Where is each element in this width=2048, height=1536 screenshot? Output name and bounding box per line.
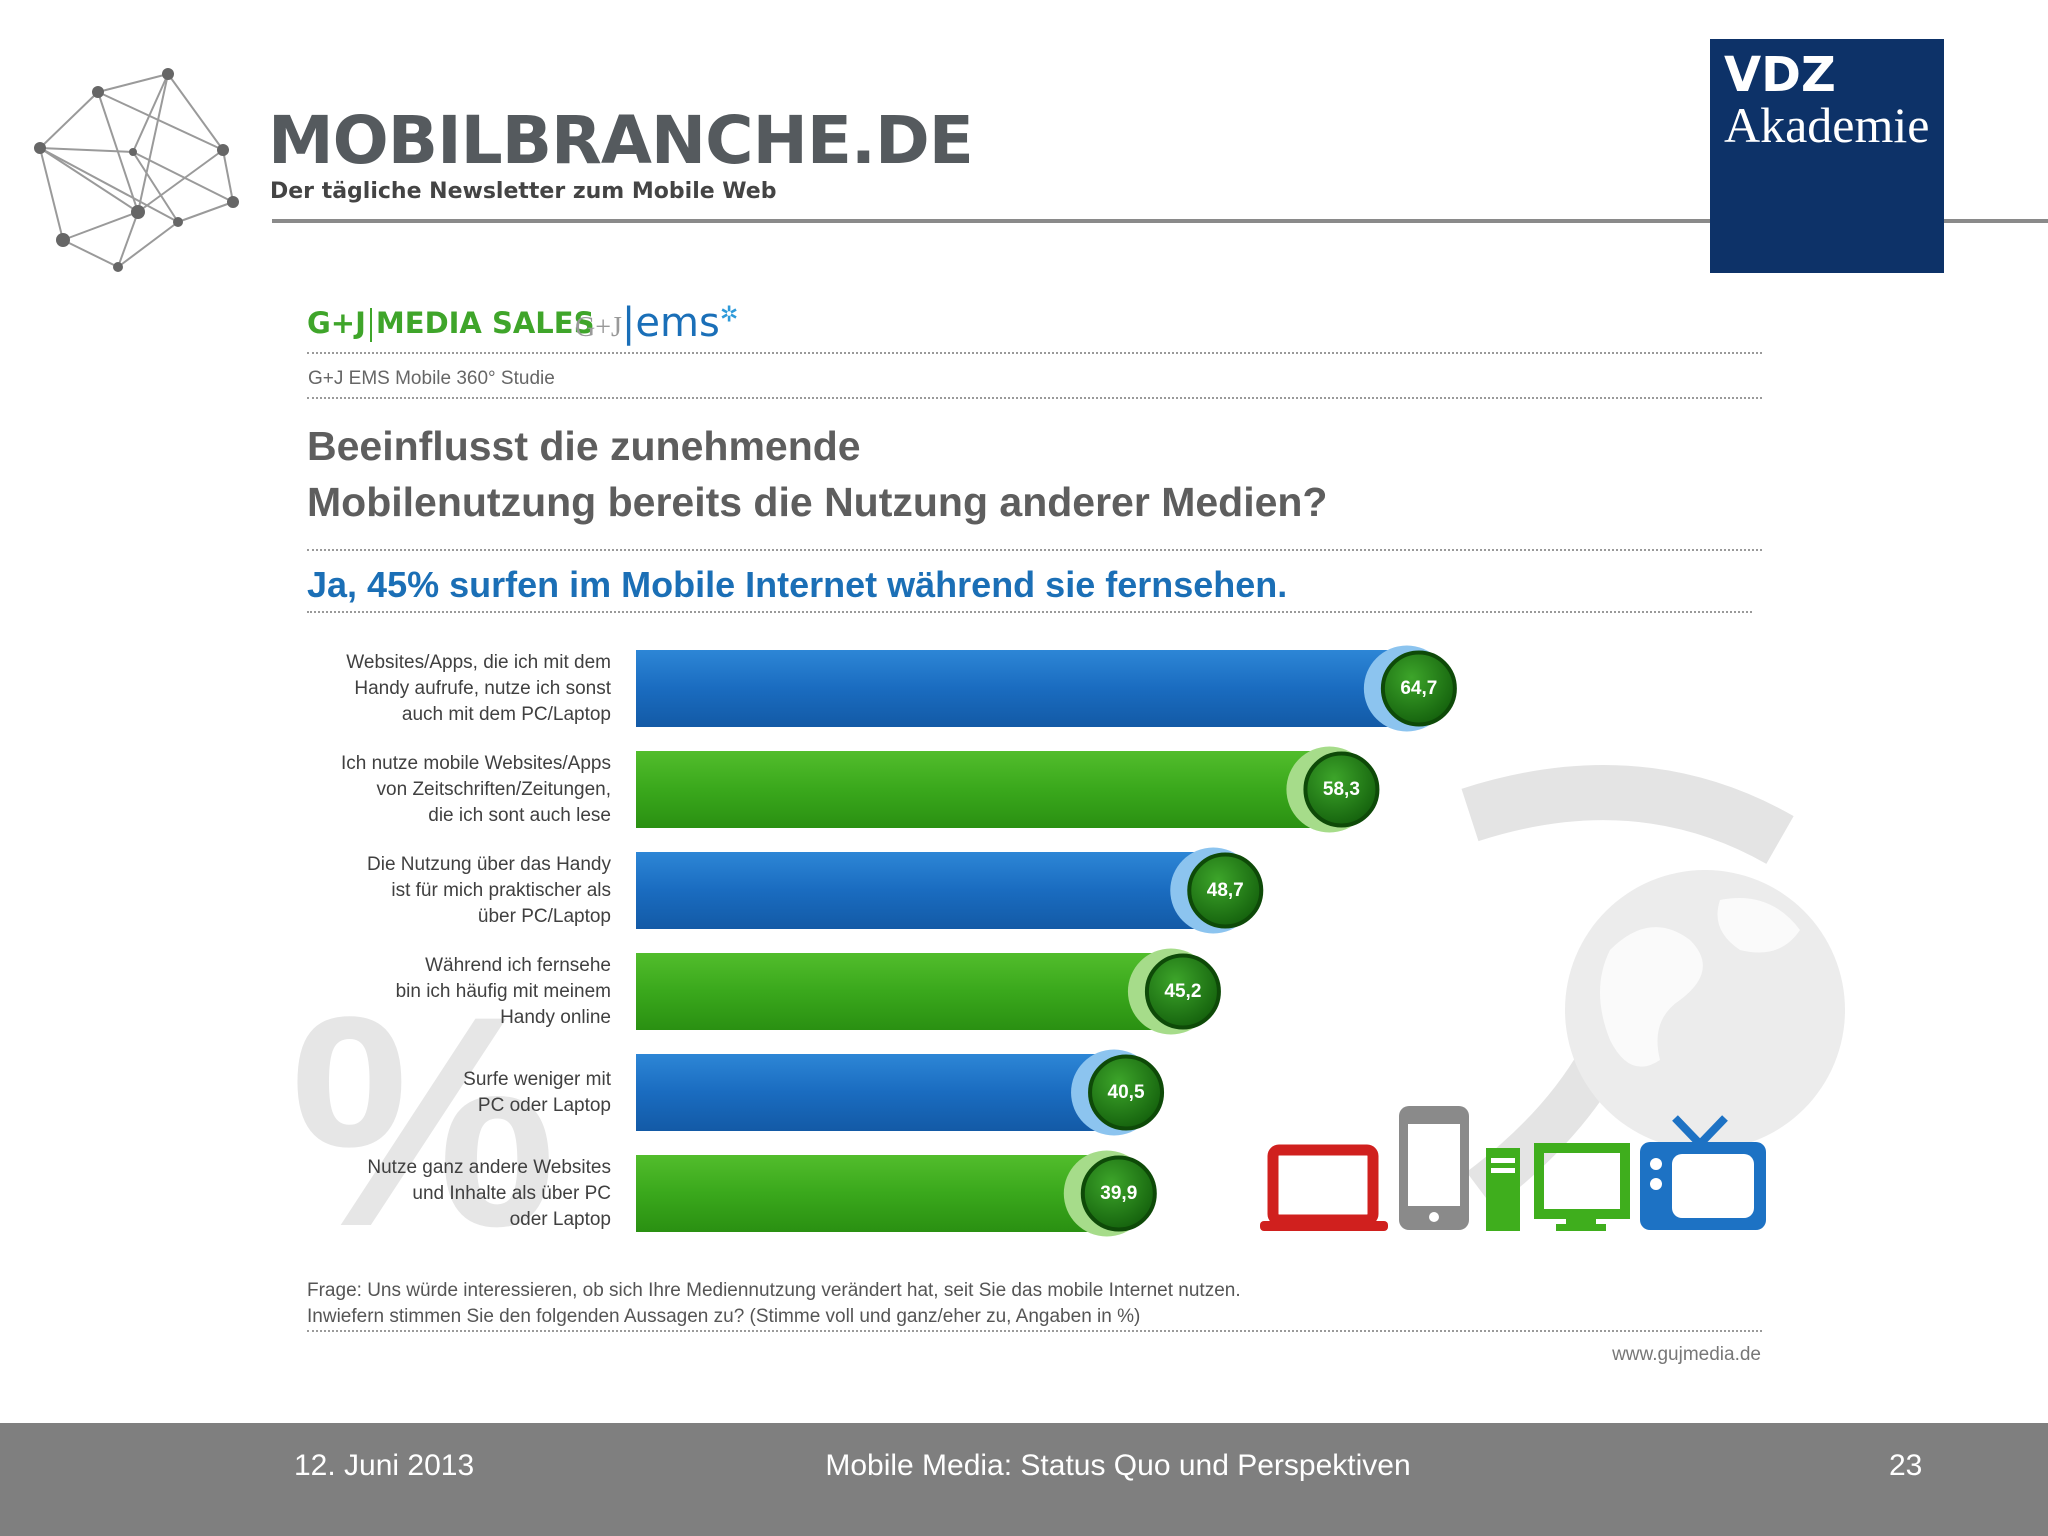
category-label-line: Websites/Apps, die ich mit dem <box>346 651 611 673</box>
category-label-line: bin ich häufig mit meinem <box>395 980 611 1002</box>
value-badge <box>1303 751 1380 828</box>
publisher-logo-text: MEDIA SALES <box>375 306 595 340</box>
chart-title: Beeinflusst die zunehmende Mobilenutzung… <box>307 418 1327 530</box>
chart-title-line: Beeinflusst die zunehmende <box>307 423 861 469</box>
data-label: 64,7 <box>1400 677 1438 699</box>
data-label: 45,2 <box>1164 980 1202 1002</box>
desktop-pc-icon <box>1486 1143 1630 1231</box>
study-name: G+J EMS Mobile 360° Studie <box>308 368 555 389</box>
smartphone-icon <box>1399 1106 1469 1230</box>
category-label-line: Handy aufrufe, nutze ich sonst <box>354 677 611 699</box>
source-url: www.gujmedia.de <box>1612 1344 1761 1365</box>
category-label-line: PC oder Laptop <box>477 1094 611 1116</box>
laptop-icon <box>1260 1144 1388 1231</box>
bar <box>636 1155 1099 1232</box>
category-label-line: Handy online <box>500 1006 611 1028</box>
footer-title: Mobile Media: Status Quo und Perspektive… <box>825 1449 1411 1482</box>
category-label-line: Nutze ganz andere Websites <box>367 1156 611 1178</box>
bar <box>636 751 1322 828</box>
category-label-line: auch mit dem PC/Laptop <box>401 703 611 725</box>
ems-logo: G+J|ems✲ <box>575 300 738 346</box>
ems-logo-text: ems <box>635 300 720 346</box>
footer-date: 12. Juni 2013 <box>294 1449 475 1482</box>
chart-title-line: Mobilenutzung bereits die Nutzung andere… <box>307 479 1328 525</box>
category-label-line: Surfe weniger mit <box>463 1068 611 1090</box>
chart-subtitle: Ja, 45% surfen im Mobile Internet währen… <box>307 564 1288 605</box>
value-badge <box>1187 852 1264 929</box>
category-label-line: über PC/Laptop <box>477 905 611 927</box>
divider <box>307 397 1762 399</box>
page-number: 23 <box>1889 1449 1923 1482</box>
divider <box>307 549 1762 551</box>
divider <box>307 611 1752 613</box>
category-label: Websites/Apps, die ich mit dem Handy aufr… <box>291 650 611 728</box>
category-label: Nutze ganz andere Websites und Inhalte al… <box>291 1155 611 1233</box>
value-badge <box>1080 1155 1157 1232</box>
category-label: Ich nutze mobile Websites/Apps von Zeitsc… <box>291 751 611 829</box>
category-label: Die Nutzung über das Handy ist für mich p… <box>291 852 611 930</box>
bar <box>636 953 1163 1030</box>
publisher-logo: G+J MEDIA SALES <box>307 306 594 342</box>
category-label-line: Die Nutzung über das Handy <box>367 853 611 875</box>
data-label: 40,5 <box>1107 1081 1145 1103</box>
star-icon: ✲ <box>719 302 739 328</box>
logo-separator <box>369 308 372 342</box>
footnote-line: Frage: Uns würde interessieren, ob sich … <box>307 1280 1241 1301</box>
data-label: 48,7 <box>1206 879 1244 901</box>
category-label-line: die ich sont auch lese <box>428 804 611 826</box>
percent-watermark-icon: % <box>290 953 557 1289</box>
category-label-line: und Inhalte als über PC <box>412 1182 611 1204</box>
category-label-line: von Zeitschriften/Zeitungen, <box>376 778 611 800</box>
academy-logo-line2: Akademie <box>1724 97 1930 153</box>
category-label-line: Während ich fernsehe <box>425 954 611 976</box>
brand-tagline: Der tägliche Newsletter zum Mobile Web <box>270 179 777 204</box>
bar <box>636 650 1399 727</box>
network-logo-icon <box>34 68 239 272</box>
category-label: Surfe weniger mit PC oder Laptop <box>291 1067 611 1119</box>
bar <box>636 1054 1107 1131</box>
category-label-line: Ich nutze mobile Websites/Apps <box>340 752 611 774</box>
data-label: 58,3 <box>1322 778 1360 800</box>
footnote-line: Inwiefern stimmen Sie den folgenden Auss… <box>307 1306 1141 1327</box>
publisher-logo-prefix: G+J <box>307 306 366 340</box>
category-label-line: oder Laptop <box>509 1208 611 1230</box>
brand-name: MOBILBRANCHE.DE <box>268 102 974 179</box>
header-rule <box>272 219 2048 223</box>
logo-separator: | <box>621 300 636 346</box>
value-badge <box>1088 1054 1165 1131</box>
tv-icon <box>1640 1115 1766 1230</box>
divider <box>307 1330 1762 1332</box>
academy-logo: VDZ Akademie <box>1710 39 1944 273</box>
academy-logo-line1: VDZ <box>1724 47 1836 103</box>
category-label-line: ist für mich praktischer als <box>391 879 611 901</box>
category-label: Während ich fernsehe bin ich häufig mit m… <box>291 953 611 1031</box>
ems-logo-prefix: G+J <box>575 312 622 343</box>
bar <box>636 852 1206 929</box>
globe-watermark-icon <box>1461 765 1845 1208</box>
slide-footer <box>0 1423 2048 1536</box>
footnote: Frage: Uns würde interessieren, ob sich … <box>307 1278 1241 1330</box>
value-badge <box>1144 953 1221 1030</box>
divider <box>307 352 1762 354</box>
value-badge <box>1380 650 1457 727</box>
data-label: 39,9 <box>1100 1182 1138 1204</box>
